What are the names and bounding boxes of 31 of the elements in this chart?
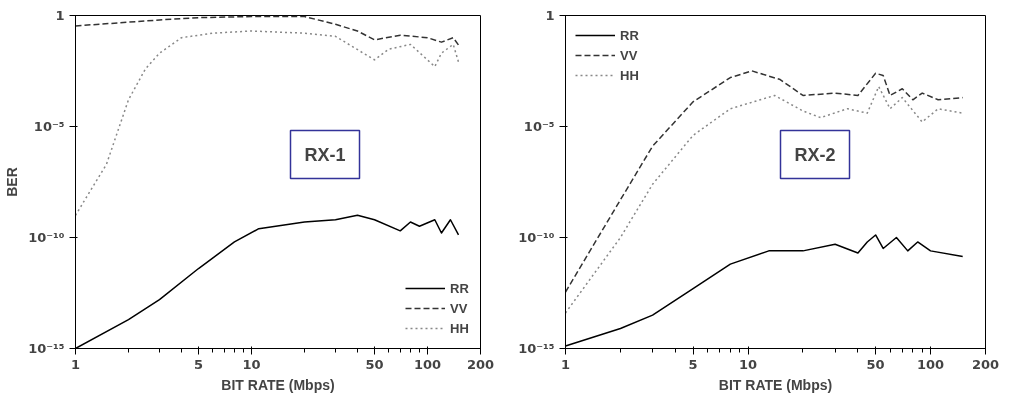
y-tick-label: 1 — [545, 8, 555, 23]
x-tick-label: 1 — [560, 356, 571, 372]
y-tick-label: 10⁻¹⁰ — [518, 230, 555, 245]
x-axis-title: BIT RATE (Mbps) — [718, 376, 833, 393]
x-tick-label: 100 — [413, 356, 442, 372]
legend-label: VV — [620, 47, 639, 63]
y-tick-label: 10⁻⁵ — [33, 119, 65, 134]
y-axis-title: BER — [4, 167, 21, 197]
y-tick-label: 10⁻⁵ — [523, 119, 555, 134]
legend-label: HH — [450, 320, 470, 336]
x-tick-label: 50 — [866, 356, 885, 372]
x-tick-label: 10 — [738, 356, 758, 372]
x-tick-label: 10 — [242, 356, 261, 372]
x-tick-label: 1 — [70, 356, 81, 372]
y-tick-label: 10⁻¹⁵ — [28, 341, 65, 356]
annotation: RX-1 — [304, 144, 346, 165]
y-tick-label: 10⁻¹⁵ — [518, 341, 555, 356]
legend-label: RR — [620, 27, 640, 43]
x-tick-label: 5 — [194, 356, 204, 372]
legend-label: HH — [620, 67, 640, 83]
x-tick-label: 50 — [365, 356, 384, 372]
legend-label: VV — [450, 300, 469, 316]
x-tick-label: 5 — [688, 356, 698, 372]
x-tick-label: 100 — [916, 356, 945, 372]
x-axis-title: BIT RATE (Mbps) — [221, 376, 335, 393]
y-tick-label: 1 — [55, 8, 65, 23]
y-tick-label: 10⁻¹⁰ — [28, 230, 65, 245]
legend-label: RR — [450, 280, 470, 296]
x-tick-label: 200 — [971, 356, 1000, 372]
x-tick-label: 200 — [466, 356, 495, 372]
annotation: RX-2 — [794, 144, 836, 165]
